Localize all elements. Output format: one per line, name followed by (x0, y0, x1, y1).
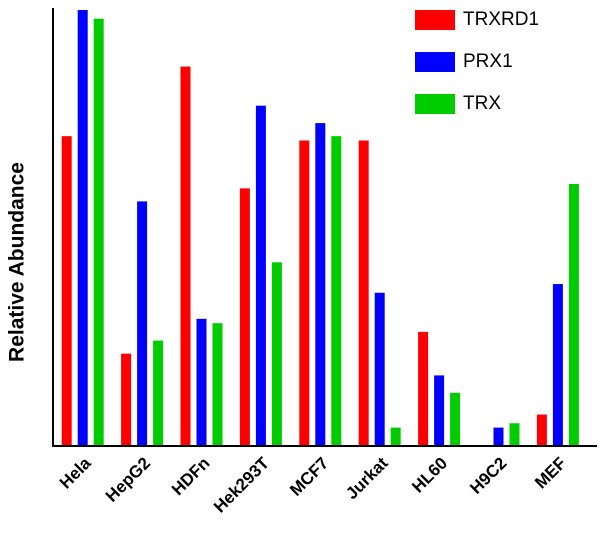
bar (493, 427, 504, 445)
x-tick-label: H9C2 (466, 454, 510, 498)
bar (239, 188, 250, 445)
x-tick-label: Hek293T (210, 453, 273, 516)
x-tick-label: HL60 (408, 454, 451, 497)
bar (374, 292, 385, 445)
bar (196, 318, 207, 445)
bar (93, 18, 104, 445)
bar (568, 184, 579, 445)
x-tick-label: Jurkat (342, 453, 392, 503)
bar (552, 284, 563, 445)
y-axis-label: Relative Abundance (6, 162, 29, 362)
bar (271, 262, 282, 445)
bar (450, 392, 461, 445)
bar (418, 331, 429, 445)
legend-label: TRXRD1 (463, 9, 539, 30)
bar (434, 375, 445, 445)
x-tick-label: MCF7 (286, 454, 332, 500)
x-tick-label: MEF (531, 454, 570, 493)
x-tick-label: HDFn (168, 454, 213, 499)
legend-swatch (415, 94, 455, 114)
bar (61, 136, 72, 445)
bar (315, 123, 326, 445)
bar (137, 201, 148, 445)
legend-label: TRX (463, 93, 501, 114)
legend-label: PRX1 (463, 51, 513, 72)
bar (299, 140, 310, 445)
legend-swatch (415, 10, 455, 30)
bar (121, 353, 132, 445)
bar (358, 140, 369, 445)
bar (180, 66, 191, 446)
bar (153, 340, 164, 445)
bar (77, 10, 88, 445)
bar (390, 427, 401, 445)
bar (331, 136, 342, 445)
bar (536, 414, 547, 445)
bar (509, 423, 520, 445)
x-tick-label: Hela (56, 453, 95, 492)
bar (212, 323, 223, 445)
legend-swatch (415, 52, 455, 72)
bar (255, 105, 266, 445)
x-tick-label: HepG2 (102, 454, 154, 506)
